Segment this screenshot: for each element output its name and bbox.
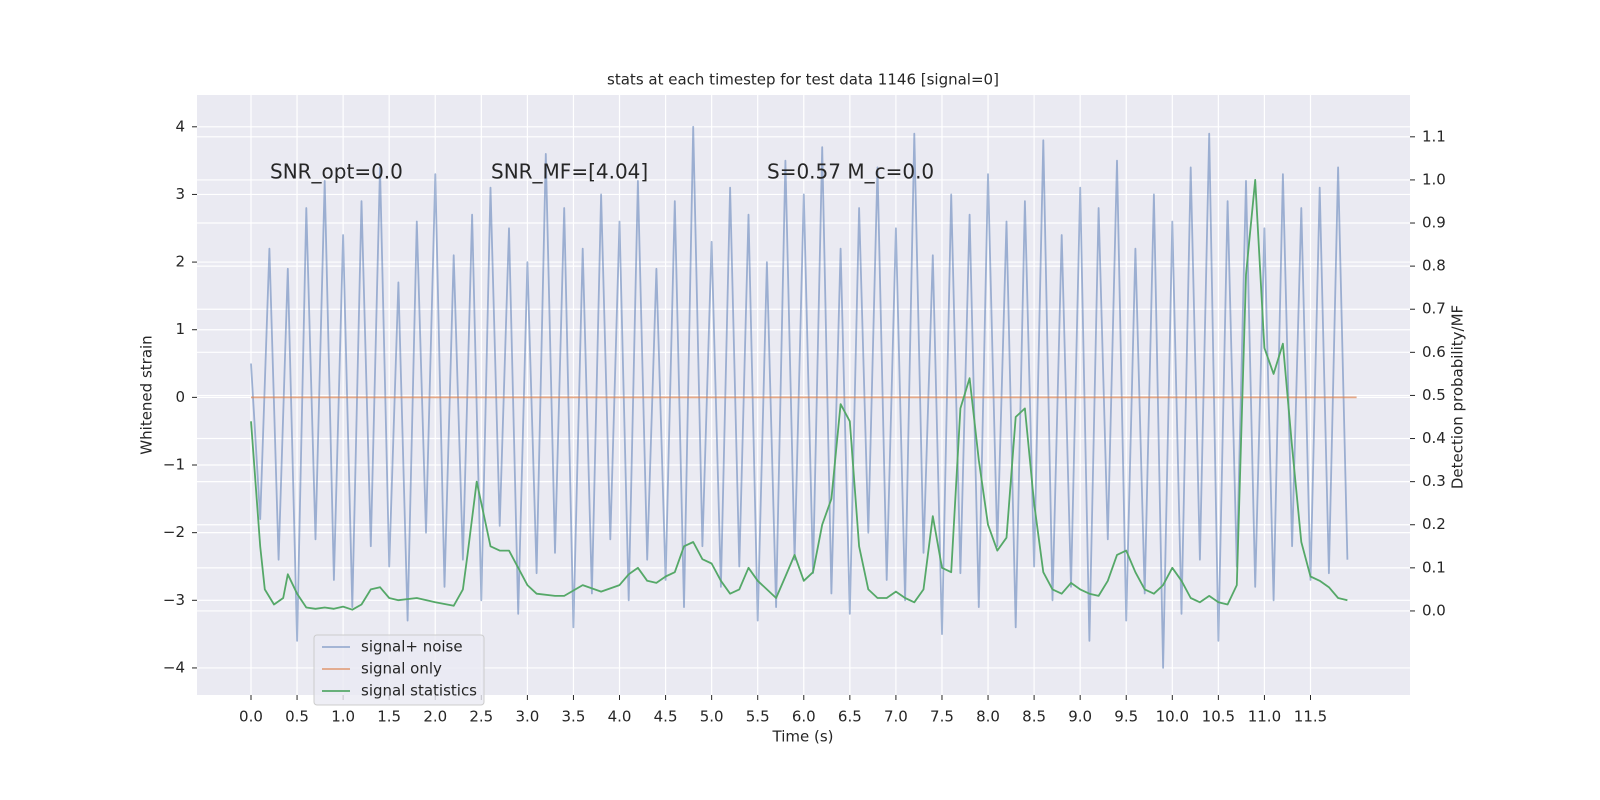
y-tick-label: 0 — [175, 388, 185, 406]
annotation: SNR_opt=0.0 — [270, 160, 403, 184]
x-tick-label: 5.0 — [700, 708, 724, 726]
x-axis-label: Time (s) — [772, 728, 834, 746]
y2-tick-label: 0.7 — [1422, 300, 1446, 318]
y2-tick-label: 1.0 — [1422, 170, 1446, 188]
series-line — [250, 125, 1349, 669]
x-tick-label: 2.0 — [423, 708, 447, 726]
y-axis-label: Whitened strain — [138, 335, 156, 454]
y2-tick-label: 0.4 — [1422, 429, 1446, 447]
y-tick-label: 3 — [175, 185, 185, 203]
y2-tick-label: 0.9 — [1422, 214, 1446, 232]
y-tick-label: −4 — [163, 658, 185, 676]
x-tick-label: 1.5 — [377, 708, 401, 726]
y-tick-label: −1 — [163, 456, 185, 474]
annotation: S=0.57 M_c=0.0 — [767, 160, 934, 184]
y-tick-label: 4 — [175, 117, 185, 135]
x-tick-label: 3.0 — [515, 708, 539, 726]
legend-label: signal+ noise — [361, 638, 463, 656]
x-tick-label: 11.0 — [1248, 708, 1281, 726]
y-tick-label: −3 — [163, 591, 185, 609]
y2-tick-label: 0.0 — [1422, 601, 1446, 619]
x-tick-label: 0.0 — [239, 708, 263, 726]
x-tick-label: 4.5 — [654, 708, 678, 726]
x-tick-label: 6.5 — [838, 708, 862, 726]
y2-tick-label: 0.6 — [1422, 343, 1446, 361]
x-tick-label: 9.5 — [1114, 708, 1138, 726]
marks — [250, 125, 1357, 669]
legend-label: signal statistics — [361, 682, 477, 700]
series-line — [250, 179, 1348, 611]
y-tick-label: −2 — [163, 523, 185, 541]
x-tick-label: 7.0 — [884, 708, 908, 726]
chart-title: stats at each timestep for test data 114… — [607, 71, 999, 89]
x-tick-label: 11.5 — [1294, 708, 1327, 726]
y2-tick-label: 0.3 — [1422, 472, 1446, 490]
x-tick-label: 6.0 — [792, 708, 816, 726]
y2-tick-label: 0.1 — [1422, 558, 1446, 576]
x-tick-label: 9.0 — [1068, 708, 1092, 726]
y2-tick-label: 1.1 — [1422, 127, 1446, 145]
x-tick-label: 4.0 — [608, 708, 632, 726]
legend-label: signal only — [361, 660, 442, 678]
y2-tick-label: 0.2 — [1422, 515, 1446, 533]
x-tick-label: 3.5 — [562, 708, 586, 726]
annotation: SNR_MF=[4.04] — [491, 160, 648, 184]
x-tick-label: 8.0 — [976, 708, 1000, 726]
y-tick-label: 2 — [175, 253, 185, 271]
y2-tick-label: 0.8 — [1422, 257, 1446, 275]
x-tick-label: 2.5 — [469, 708, 493, 726]
y-tick-label: 1 — [175, 320, 185, 338]
legend-box — [313, 634, 485, 706]
legend: signal+ noise signal only signal statistic… — [313, 634, 485, 706]
y2-axis-label: Detection probability/MF — [1449, 305, 1467, 489]
x-tick-label: 0.5 — [285, 708, 309, 726]
x-tick-label: 1.0 — [331, 708, 355, 726]
x-tick-label: 10.0 — [1156, 708, 1189, 726]
x-tick-label: 10.5 — [1202, 708, 1235, 726]
x-tick-label: 7.5 — [930, 708, 954, 726]
x-tick-label: 8.5 — [1022, 708, 1046, 726]
x-tick-label: 5.5 — [746, 708, 770, 726]
y2-tick-label: 0.5 — [1422, 386, 1446, 404]
